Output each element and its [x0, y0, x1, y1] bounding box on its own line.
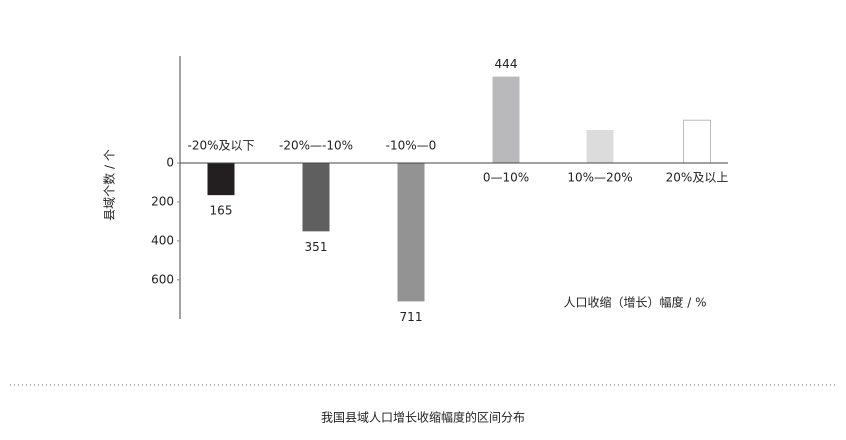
- bar: [397, 163, 425, 302]
- value-label: 351: [305, 240, 328, 254]
- x-tick-label: 0—10%: [483, 171, 529, 185]
- y-axis-label: 县域个数 / 个: [102, 149, 117, 221]
- bar: [492, 76, 520, 164]
- bar: [302, 163, 330, 232]
- y-tick-label: 400: [151, 233, 174, 247]
- y-tick-label: 200: [151, 194, 174, 208]
- y-tick-label: 600: [151, 272, 174, 286]
- y-tick-label: 0: [166, 156, 174, 170]
- bar: [207, 163, 235, 196]
- x-tick-label: -20%—-10%: [279, 139, 353, 153]
- bar: [586, 129, 614, 164]
- x-tick-label: 10%—20%: [567, 171, 632, 185]
- chart-title: 我国县域人口增长收缩幅度的区间分布: [321, 410, 525, 425]
- x-tick-label: 20%及以上: [666, 171, 729, 185]
- x-axis-label: 人口收缩（增长）幅度 / %: [563, 295, 706, 310]
- value-label: 165: [210, 204, 233, 218]
- value-label: 444: [495, 57, 518, 71]
- x-tick-label: -10%—0: [386, 139, 437, 153]
- bar: [683, 119, 711, 164]
- value-label: 711: [400, 310, 423, 324]
- x-tick-label: -20%及以下: [187, 139, 254, 153]
